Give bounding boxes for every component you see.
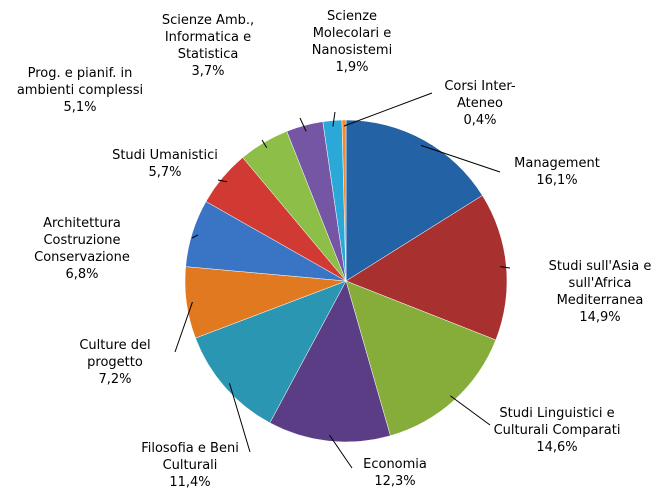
leader-line — [329, 434, 353, 469]
category-label: Scienze Molecolari e Nanosistemi — [311, 9, 393, 58]
category-label: Filosofia e Beni Culturali — [141, 441, 239, 473]
value-label: 11,4% — [169, 475, 211, 490]
pie-slice — [345, 195, 508, 341]
slice-label: Scienze Molecolari e Nanosistemi 1,9% — [292, 8, 412, 76]
category-label: Studi Umanistici — [112, 148, 218, 163]
pie-slice — [341, 119, 347, 282]
slice-label: Culture del progetto 7,2% — [55, 337, 175, 388]
category-label: Economia — [363, 457, 427, 472]
slice-label: Studi Linguistici e Culturali Comparati 1… — [487, 405, 627, 456]
leader-line — [191, 234, 199, 239]
leader-line — [299, 117, 307, 132]
leader-line — [343, 92, 433, 127]
category-label: Studi sull'Asia e sull'Africa Mediterran… — [548, 259, 652, 308]
slice-label: Management 16,1% — [492, 155, 622, 189]
category-label: Culture del progetto — [79, 338, 151, 370]
category-label: Corsi Inter-Ateneo — [444, 79, 516, 111]
leader-line — [332, 111, 336, 127]
slice-label: Architettura Costruzione Conservazione 6,… — [7, 215, 157, 283]
category-label: Scienze Amb., Informatica e Statistica — [161, 13, 255, 62]
category-label: Studi Linguistici e Culturali Comparati — [493, 406, 621, 438]
slice-label: Studi Umanistici 5,7% — [110, 147, 220, 181]
pie-slice — [195, 280, 347, 424]
value-label: 5,7% — [148, 165, 182, 180]
value-label: 6,8% — [65, 267, 99, 282]
category-label: Prog. e pianif. in ambienti complessi — [16, 66, 144, 98]
slice-label: Filosofia e Beni Culturali 11,4% — [120, 440, 260, 491]
slice-label: Economia 12,3% — [340, 456, 450, 490]
value-label: 12,3% — [374, 474, 416, 489]
slice-label: Corsi Inter-Ateneo 0,4% — [430, 78, 530, 129]
category-label: Architettura Costruzione Conservazione — [34, 216, 130, 265]
value-label: 14,6% — [536, 440, 578, 455]
pie-slice — [269, 280, 391, 443]
pie-slice — [345, 280, 497, 437]
leader-line — [217, 179, 228, 183]
leader-line — [420, 144, 501, 173]
value-label: 3,7% — [191, 64, 225, 79]
slice-label: Prog. e pianif. in ambienti complessi 5,1… — [15, 65, 145, 116]
value-label: 1,9% — [335, 60, 369, 75]
slice-label: Studi sull'Asia e sull'Africa Mediterran… — [530, 258, 670, 326]
value-label: 14,9% — [579, 310, 621, 325]
value-label: 7,2% — [98, 372, 132, 387]
category-label: Management — [514, 156, 600, 171]
leader-line — [449, 395, 491, 426]
leader-line — [500, 266, 511, 269]
slice-label: Scienze Amb., Informatica e Statistica 3,… — [143, 12, 273, 80]
leader-line — [174, 301, 193, 353]
value-label: 16,1% — [536, 173, 578, 188]
leader-line — [261, 139, 268, 149]
value-label: 0,4% — [463, 113, 497, 128]
leader-line — [229, 383, 251, 453]
value-label: 5,1% — [63, 100, 97, 115]
